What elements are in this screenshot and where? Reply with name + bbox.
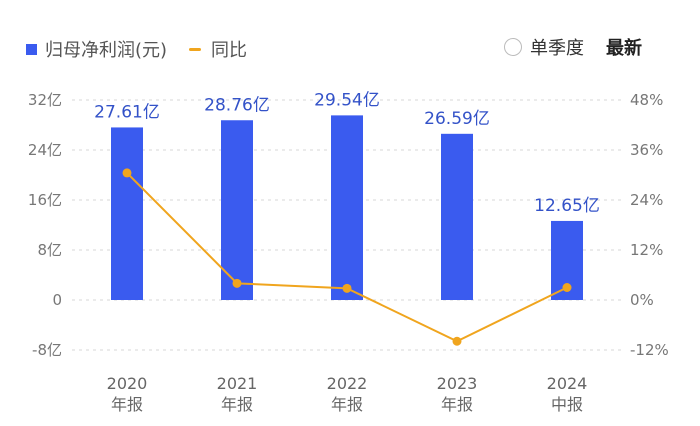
y-left-tick-label: 16亿 xyxy=(28,191,62,209)
x-tick-year: 2020 xyxy=(107,374,148,393)
bar-data-label: 26.59亿 xyxy=(424,109,490,129)
bar xyxy=(111,127,143,300)
x-tick-year: 2022 xyxy=(327,374,368,393)
bar-swatch-icon xyxy=(26,43,37,55)
quarter-toggle[interactable]: 单季度 xyxy=(504,34,584,60)
x-tick-year: 2024 xyxy=(547,374,588,393)
yoy-point xyxy=(562,283,572,292)
x-tick-year: 2021 xyxy=(217,374,258,393)
chart-legend: 归母净利润(元) 同比 xyxy=(26,36,269,62)
y-left-tick-label: -8亿 xyxy=(32,341,62,359)
radio-icon[interactable] xyxy=(504,38,522,56)
legend-item-net-profit[interactable]: 归母净利润(元) xyxy=(26,36,167,62)
y-right-tick-label: 36% xyxy=(630,141,663,159)
x-tick-period: 年报 xyxy=(441,395,473,414)
legend-label-net-profit: 归母净利润(元) xyxy=(45,40,168,61)
y-left-tick-label: 8亿 xyxy=(37,241,62,259)
y-right-tick-label: 24% xyxy=(630,191,663,209)
legend-label-yoy: 同比 xyxy=(211,40,248,61)
bar-data-label: 29.54亿 xyxy=(314,90,380,110)
bar-data-label: 12.65亿 xyxy=(534,196,600,216)
y-right-tick-label: -12% xyxy=(630,341,669,359)
bar xyxy=(331,115,363,300)
x-tick-period: 年报 xyxy=(331,395,363,414)
yoy-point xyxy=(342,283,352,293)
yoy-point xyxy=(452,336,462,346)
y-left-tick-label: 0 xyxy=(52,291,62,309)
y-right-tick-label: 12% xyxy=(630,241,663,259)
latest-button[interactable]: 最新 xyxy=(606,38,642,59)
yoy-point xyxy=(232,278,242,288)
legend-item-yoy[interactable]: 同比 xyxy=(189,36,247,62)
quarter-toggle-label: 单季度 xyxy=(530,38,584,59)
yoy-point xyxy=(122,168,132,178)
y-right-tick-label: 0% xyxy=(630,291,654,309)
x-tick-year: 2023 xyxy=(437,374,478,393)
bar-data-label: 27.61亿 xyxy=(94,102,160,122)
y-left-tick-label: 24亿 xyxy=(28,141,62,159)
bar xyxy=(221,120,253,300)
x-tick-period: 年报 xyxy=(221,395,253,414)
line-swatch-icon xyxy=(189,47,202,51)
bar xyxy=(441,133,473,300)
y-right-tick-label: 48% xyxy=(630,91,663,109)
bar-data-label: 28.76亿 xyxy=(204,95,270,115)
chart-controls: 单季度 最新 xyxy=(504,34,642,60)
y-left-tick-label: 32亿 xyxy=(28,91,62,109)
x-tick-period: 年报 xyxy=(111,395,143,414)
x-tick-period: 中报 xyxy=(551,395,583,414)
